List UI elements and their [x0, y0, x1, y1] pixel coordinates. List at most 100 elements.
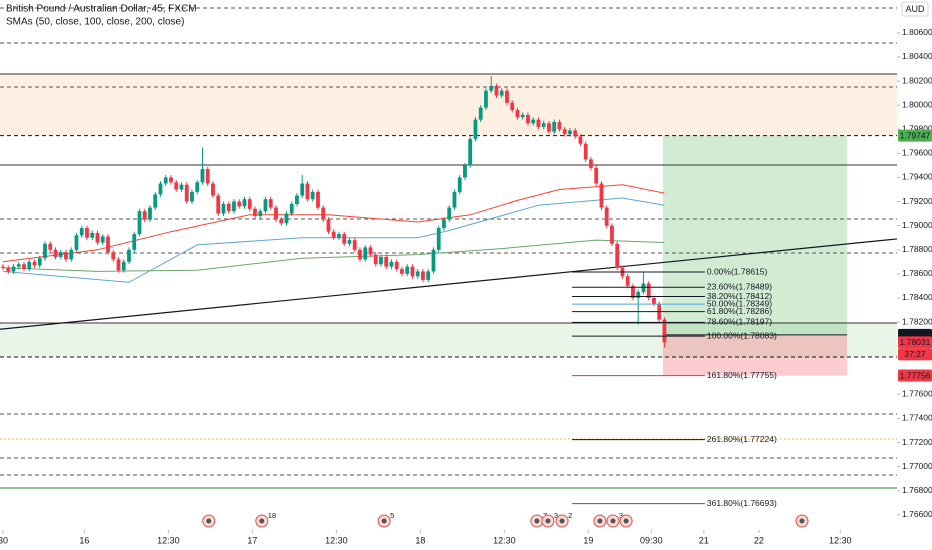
target-zone: [662, 135, 848, 335]
candle-body: [541, 123, 546, 127]
chart-subtitle: SMAs (50, close, 100, close, 200, close): [6, 17, 184, 28]
y-tick-label: 1.76800: [902, 485, 932, 495]
candle-body: [258, 211, 263, 217]
candle-body: [615, 243, 620, 268]
candle-body: [274, 207, 278, 220]
candle-body: [211, 183, 215, 196]
candle-body: [400, 269, 404, 274]
candle-body: [405, 266, 410, 274]
candle-body: [594, 167, 599, 184]
candle-body: [184, 184, 189, 202]
y-tick-label: 1.77200: [902, 437, 932, 447]
axis-layer: 1.80600 1.80400 1.80200 1.80000 1.79800 1.796…: [0, 27, 932, 545]
candle-body: [27, 261, 32, 270]
candle-body: [106, 236, 110, 253]
price-tag-label: 37:27: [904, 349, 926, 359]
candle-body: [447, 207, 452, 220]
price-tag: [898, 129, 932, 142]
candle-body: [421, 271, 425, 280]
candle-body: [158, 183, 163, 195]
candle-body: [368, 247, 373, 255]
candle-body: [305, 183, 310, 200]
zone: [0, 323, 897, 357]
candle-body: [163, 177, 168, 184]
candle-body: [604, 207, 609, 226]
candle-body: [468, 138, 473, 166]
candle-body: [426, 271, 431, 280]
candle-body: [662, 319, 667, 343]
currency-box[interactable]: [901, 1, 929, 17]
y-tick-label: 1.78400: [902, 292, 932, 302]
fib-label: 0.00%(1.78615): [707, 266, 768, 276]
candle-body: [300, 183, 305, 196]
chart-title: British Pound / Australian Dollar, 45, F…: [6, 4, 197, 15]
candle-body: [190, 191, 194, 202]
candle-body: [148, 207, 152, 220]
candle-body: [221, 203, 226, 214]
event-dot: [559, 518, 565, 524]
candle-body: [589, 159, 593, 168]
candle-body: [22, 264, 26, 270]
candle-body: [363, 247, 368, 260]
event-count: 3: [619, 511, 623, 520]
candle-body: [37, 258, 42, 266]
fib-label: 161.80%(1.77755): [707, 370, 777, 380]
candle-body: [352, 240, 357, 250]
y-tick-label: 1.80400: [902, 51, 932, 61]
event-dot: [259, 518, 265, 524]
x-tick-label: 21: [699, 535, 709, 545]
y-tick-label: 1.78800: [902, 244, 932, 254]
fib-label: 38.20%(1.78412): [707, 291, 772, 301]
candle-body: [463, 165, 467, 178]
candle-body: [321, 207, 326, 220]
candle-body: [415, 271, 420, 277]
candle-body: [531, 119, 536, 124]
candle-body: [226, 203, 231, 212]
price-tag-label: 1.79747: [900, 130, 931, 140]
event-dot: [597, 518, 603, 524]
candle-body: [568, 130, 572, 135]
candle-body: [310, 191, 315, 200]
x-tick-label: 12:30: [493, 535, 516, 545]
y-tick-label: 1.80200: [902, 75, 932, 85]
candle-body: [32, 261, 37, 266]
candle-body: [268, 199, 273, 208]
price-tag: [898, 348, 932, 361]
candle-body: [263, 199, 268, 212]
candle-body: [74, 235, 79, 250]
candle-body: [237, 201, 242, 207]
price-tag-label: 1.78031: [900, 337, 931, 347]
candle-body: [358, 249, 362, 260]
x-tick-label: 12:30: [325, 535, 348, 545]
x-tick-label: 22: [754, 535, 764, 545]
currency[interactable]: AUD: [905, 4, 925, 14]
candle-body: [573, 130, 578, 137]
x-tick-label: 09:30: [640, 535, 663, 545]
candle-body: [100, 236, 105, 243]
candle-body: [295, 195, 299, 204]
candle-body: [195, 182, 200, 192]
x-tick-label: 17: [247, 535, 257, 545]
price-tag: [898, 369, 932, 382]
candle-body: [111, 252, 116, 260]
candle-body: [373, 254, 378, 265]
y-tick-label: 1.79000: [902, 220, 932, 230]
candle-body: [43, 243, 47, 259]
candle-body: [326, 219, 331, 232]
moving-average: [2, 197, 665, 283]
candle-body: [1, 266, 5, 268]
candle-body: [379, 256, 383, 265]
candle-body: [11, 266, 16, 272]
candle-body: [384, 256, 389, 267]
mid-layer: [0, 76, 898, 348]
candle-body: [69, 249, 74, 260]
candle-body: [552, 122, 557, 132]
trendline: [0, 238, 898, 330]
event-dot: [799, 518, 805, 524]
fib-label: 261.80%(1.77224): [707, 434, 777, 444]
candle-body: [436, 228, 441, 250]
event-dot: [610, 518, 616, 524]
y-tick-label: 1.80600: [902, 27, 932, 37]
price-tag: [898, 336, 932, 349]
fib-label: 100.00%(1.78083): [707, 330, 777, 340]
